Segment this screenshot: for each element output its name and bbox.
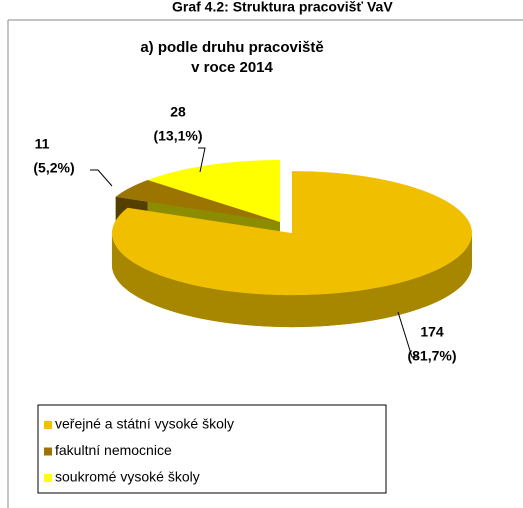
legend-swatch [44,447,52,456]
data-label: 28 [170,104,186,120]
slice [115,179,280,222]
leader-line [198,147,206,173]
legend-box [37,404,387,494]
data-label: (13,1%) [153,128,202,144]
slice [147,160,280,222]
leader-line [397,311,418,358]
data-label: 174 [420,324,444,340]
data-label: (81,7%) [407,348,456,364]
slice-side [111,233,472,328]
slice [111,171,472,296]
leader-line [90,169,113,187]
chart-title: v roce 2014 [191,59,273,76]
chart-title: a) podle druhu pracoviště [140,39,323,56]
legend-label: soukromé vysoké školy [55,469,200,485]
legend-swatch [44,421,52,429]
legend-swatch [44,474,52,482]
data-label: (5,2%) [33,160,74,176]
data-label: 11 [35,136,50,152]
legend-label: veřejné a státní vysoké školy [55,416,234,432]
page-header: Graf 4.2: Struktura pracovišť VaV [172,0,393,15]
legend-label: fakultní nemocnice [55,442,172,458]
slice-shade [111,233,472,328]
